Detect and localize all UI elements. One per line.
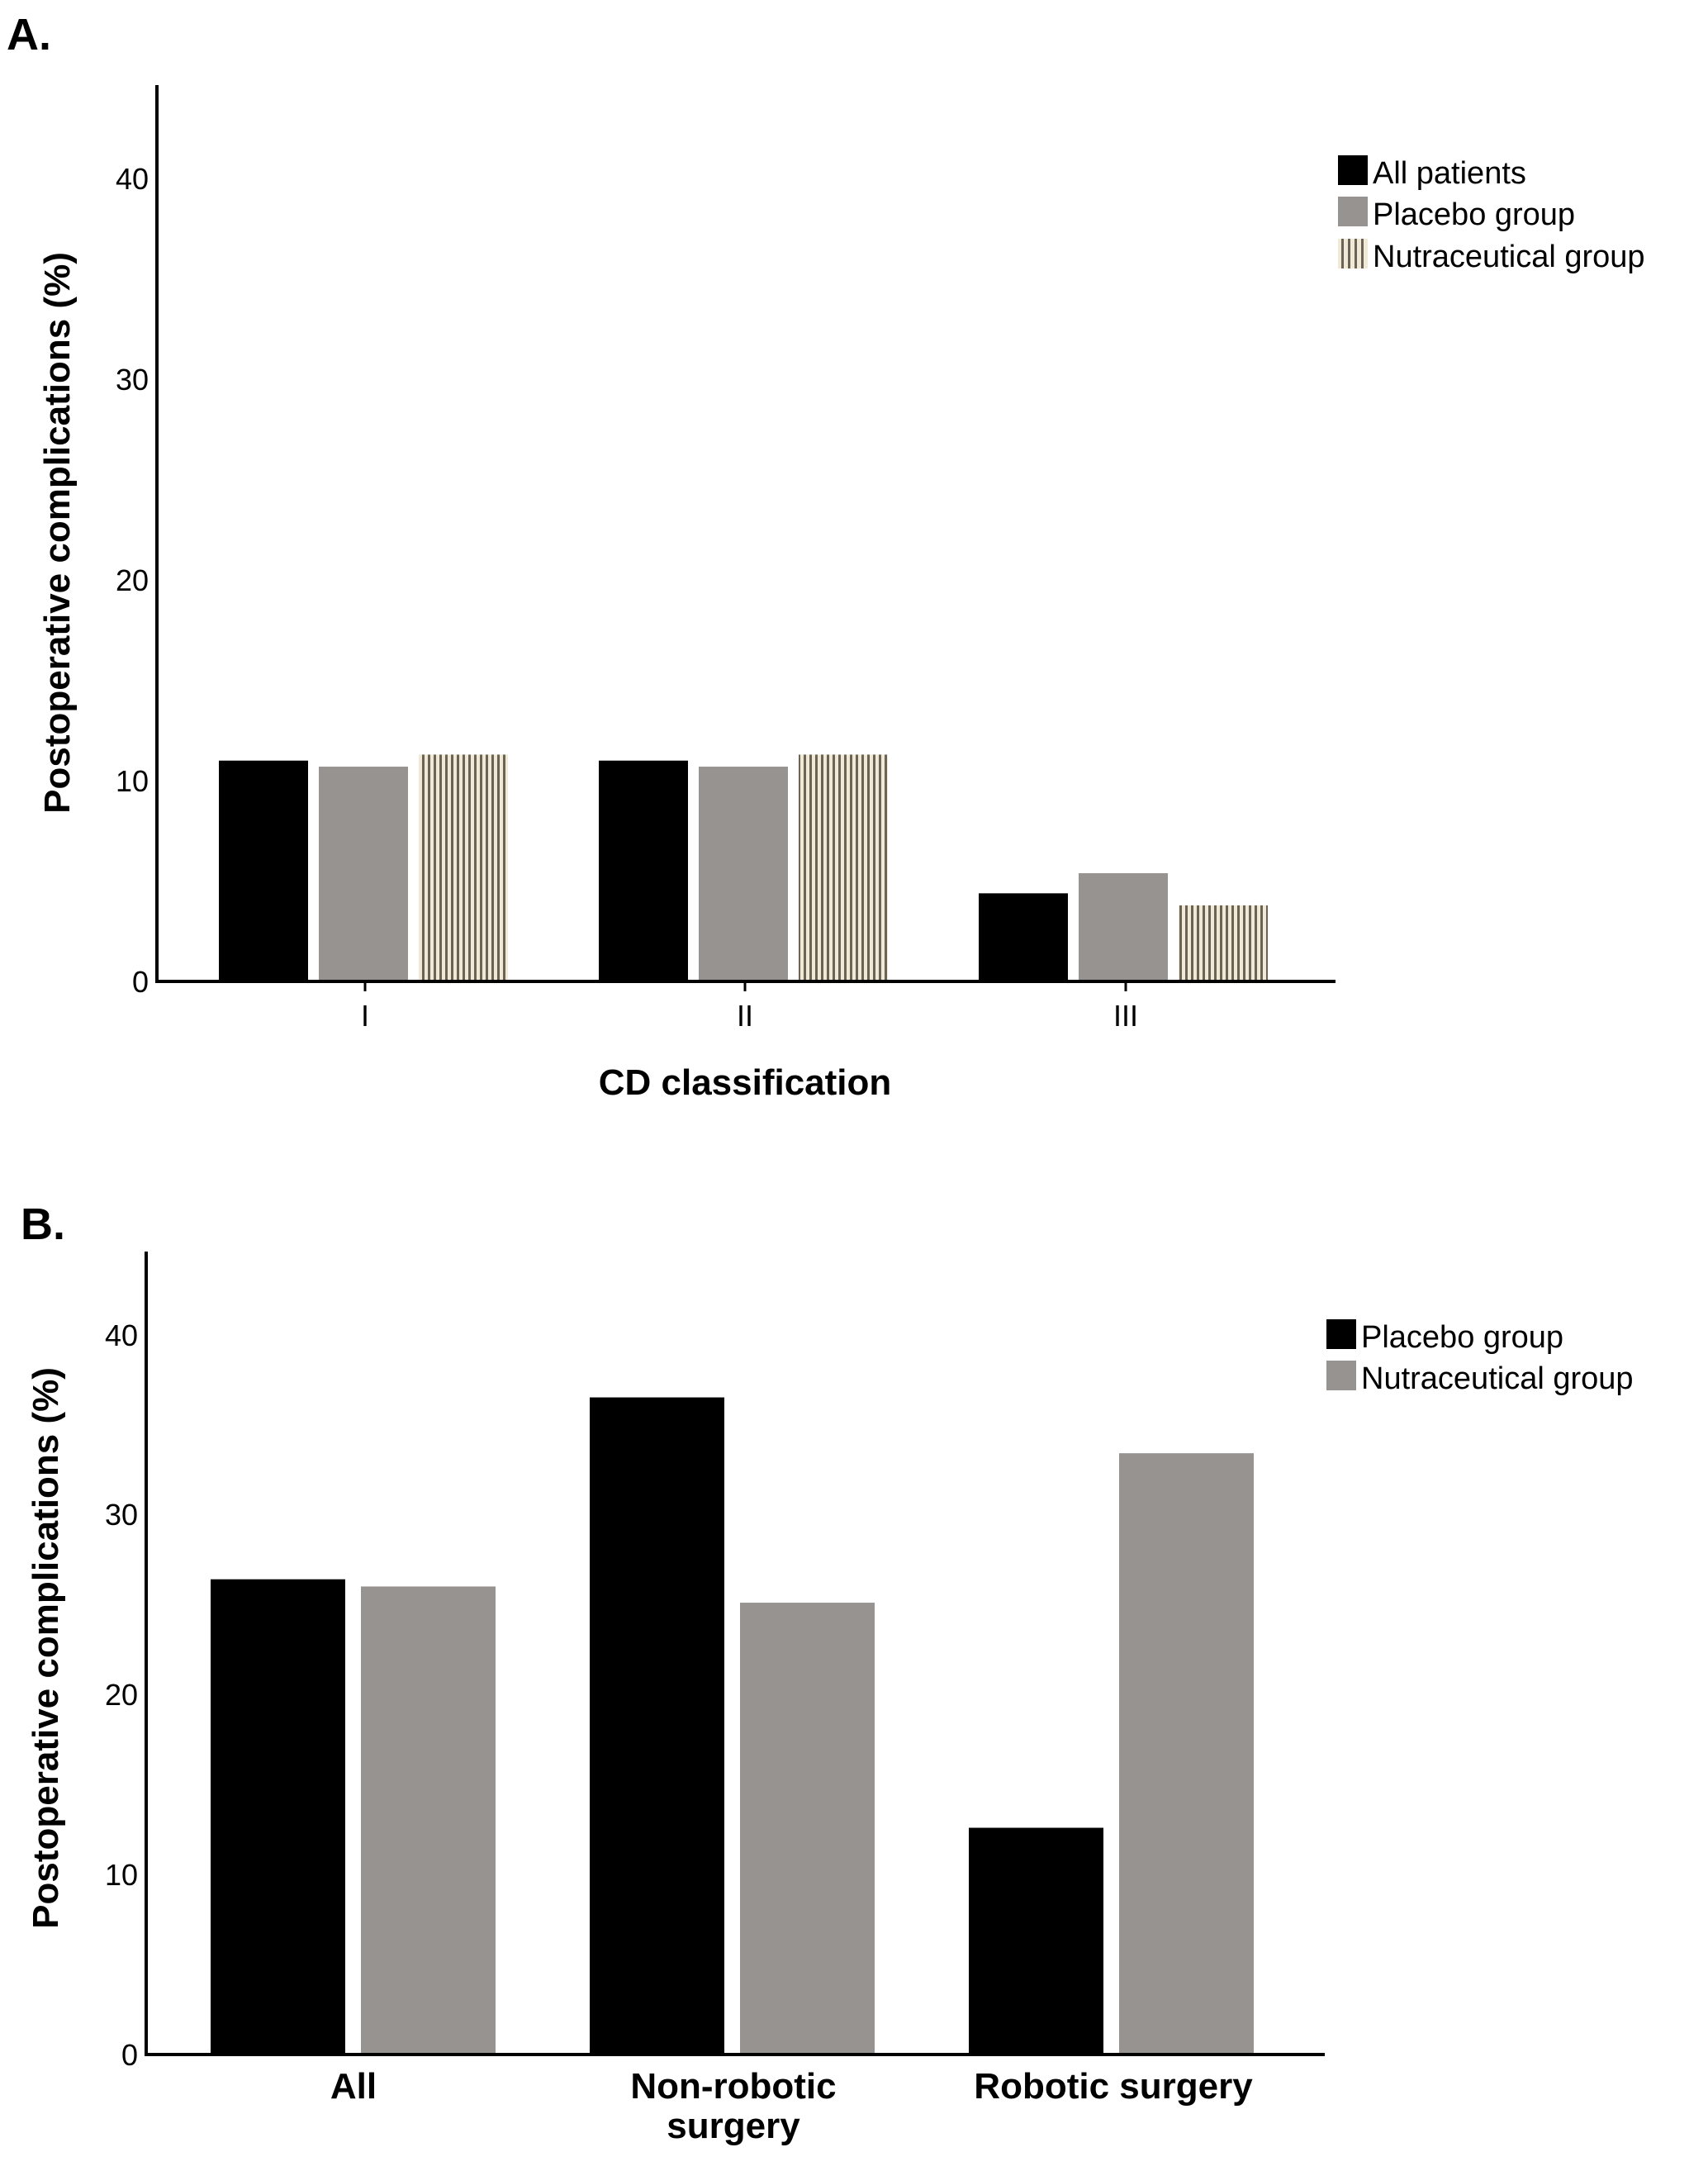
panel-b-label: B. (21, 1200, 65, 1249)
panel-a-bar-i-nutraceutical (419, 754, 508, 980)
panel-b-bar-non-robotic-nutraceutical (740, 1603, 875, 2053)
panel-a-y-tick-30: 30 (116, 363, 149, 397)
panel-b-bar-robotic-nutraceutical (1119, 1453, 1254, 2053)
panel-b-legend: Placebo group Nutraceutical group (1326, 1319, 1634, 1396)
panel-a-bar-i-all-patients (219, 760, 308, 980)
panel-b-y-axis-title: Postoperative complications (%) (26, 1367, 66, 1929)
panel-a-legend-swatch-nutraceutical (1338, 239, 1368, 268)
panel-b-bar-all-placebo (211, 1579, 345, 2053)
panel-a-legend-label-all-patients: All patients (1373, 156, 1526, 191)
panel-b-legend-label-placebo: Placebo group (1361, 1320, 1563, 1355)
panel-a-legend-swatch-placebo (1338, 197, 1368, 226)
panel-b-bar-robotic-placebo (969, 1827, 1103, 2053)
panel-a-y-axis-title: Postoperative complications (%) (37, 252, 78, 814)
panel-b-legend-swatch-nutraceutical (1326, 1361, 1356, 1390)
panel-a-bar-iii-all-patients (979, 893, 1068, 980)
panel-b-y-tick-20: 20 (105, 1678, 138, 1712)
panel-a-x-axis-title: CD classification (599, 1062, 892, 1103)
panel-b: B. 0 10 20 30 40 Postoperative complicat… (21, 1200, 1634, 2146)
panel-b-y-tick-40: 40 (105, 1318, 138, 1352)
panel-b-category-label-non-robotic: Non-robotic surgery (630, 2066, 836, 2146)
panel-a-legend-label-placebo: Placebo group (1373, 197, 1575, 232)
panel-b-category-label-robotic: Robotic surgery (974, 2066, 1253, 2107)
panel-a-legend-swatch-all-patients (1338, 155, 1368, 185)
panel-b-bar-all-nutraceutical (361, 1586, 496, 2053)
panel-a-bar-ii-all-patients (599, 760, 688, 980)
panel-b-legend-label-nutraceutical: Nutraceutical group (1361, 1361, 1634, 1396)
panel-b-y-tick-10: 10 (105, 1858, 138, 1892)
panel-a-label: A. (7, 10, 51, 59)
panel-a-bar-i-placebo (319, 767, 408, 980)
panel-a-category-label-3: III (1113, 999, 1138, 1033)
panel-a: A. 0 10 20 30 40 Postoperative complicat… (7, 10, 1645, 1103)
panel-b-category-label-non-robotic-line-2: surgery (667, 2106, 800, 2146)
panel-a-legend-label-nutraceutical: Nutraceutical group (1373, 240, 1645, 274)
panel-a-y-tick-40: 40 (116, 162, 149, 196)
panel-a-legend: All patients Placebo group Nutraceutical… (1338, 155, 1645, 274)
panel-b-y-tick-30: 30 (105, 1498, 138, 1532)
panel-b-category-label-all: All (330, 2066, 377, 2107)
panel-a-bar-iii-nutraceutical (1179, 905, 1268, 980)
panel-a-bar-ii-nutraceutical (799, 754, 888, 980)
panel-a-category-label-2: II (737, 999, 753, 1033)
panel-b-category-label-non-robotic-line-1: Non-robotic (630, 2066, 836, 2107)
panel-b-y-tick-0: 0 (121, 2038, 138, 2072)
panel-a-category-label-1: I (361, 999, 369, 1033)
panel-b-legend-swatch-placebo (1326, 1319, 1356, 1349)
panel-a-y-tick-20: 20 (116, 563, 149, 597)
panel-a-y-tick-10: 10 (116, 764, 149, 798)
panel-a-y-tick-0: 0 (132, 965, 149, 999)
panel-a-bar-iii-placebo (1079, 873, 1168, 980)
panel-b-bar-non-robotic-placebo (590, 1397, 724, 2053)
panel-a-bar-ii-placebo (699, 767, 788, 980)
